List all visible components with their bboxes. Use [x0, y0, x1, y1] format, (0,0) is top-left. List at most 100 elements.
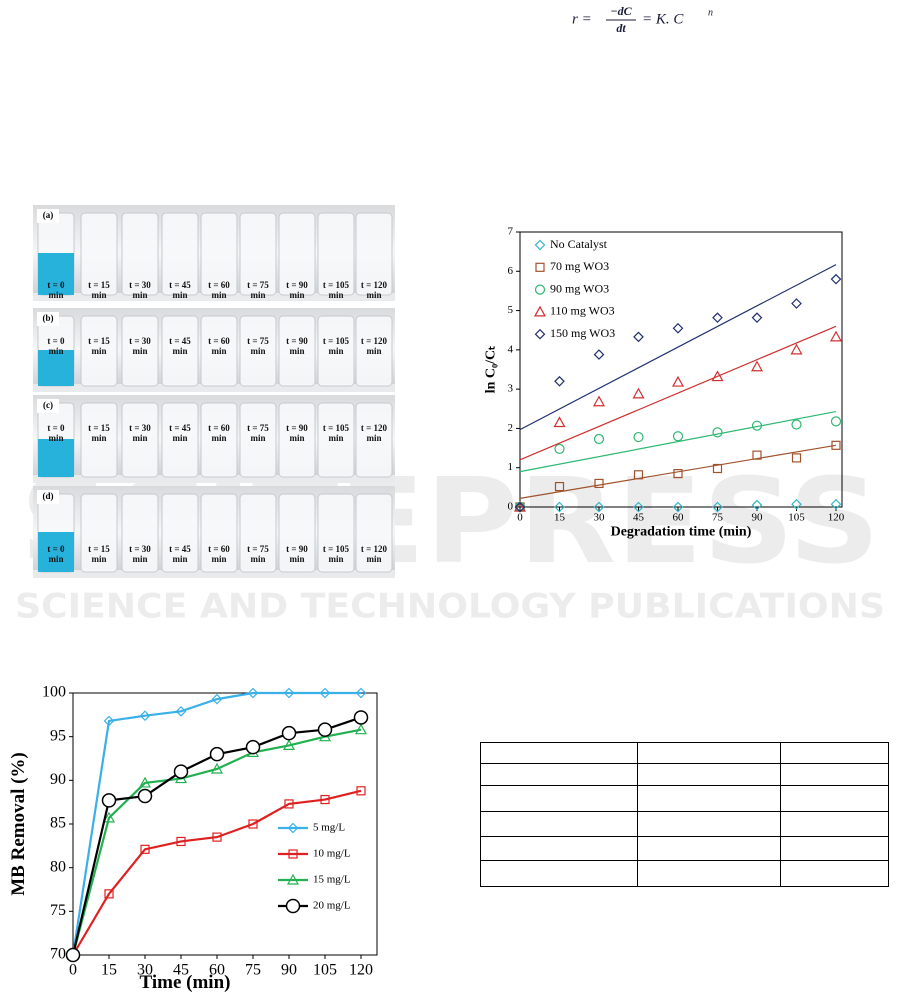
marker: [139, 710, 151, 722]
marker: [672, 322, 684, 334]
time-label: t = 15 min: [88, 280, 110, 300]
trend-line: [519, 264, 837, 431]
panel-tag: (c): [43, 400, 53, 410]
time-label: t = 0 min: [47, 280, 65, 300]
marker: [355, 687, 367, 699]
marker: [633, 331, 644, 343]
y-tick-label: 4: [508, 343, 514, 355]
time-label: t = 105 min: [322, 336, 350, 356]
vial: [161, 402, 199, 478]
marker: [594, 478, 604, 489]
marker: [791, 298, 802, 309]
legend-label: No Catalyst: [550, 237, 608, 251]
y-tick-label: 3: [508, 383, 514, 395]
marker: [633, 470, 644, 480]
x-tick-label: 30: [594, 512, 606, 524]
x-tick-label: 60: [209, 962, 225, 979]
x-tick-label: 90: [752, 512, 764, 524]
marker: [712, 427, 723, 438]
formula-rhs: = K. C: [642, 11, 684, 27]
time-label: t = 30 min: [129, 336, 151, 356]
marker: [140, 844, 150, 854]
legend-label: 15 mg/L: [313, 874, 351, 886]
marker: [212, 832, 222, 842]
empty-table: [480, 742, 889, 887]
x-tick-label: 15: [554, 512, 566, 524]
y-tick-label: 100: [42, 684, 66, 701]
plot-frame: [519, 231, 843, 508]
marker: [554, 501, 565, 513]
marker: [175, 705, 187, 717]
marker: [104, 889, 114, 899]
y-tick-label: 75: [50, 902, 66, 919]
marker: [752, 450, 762, 460]
marker: [593, 349, 605, 360]
marker: [354, 723, 368, 735]
vial: [121, 402, 159, 478]
time-label: t = 75 min: [247, 423, 269, 443]
vial: [317, 212, 355, 296]
x-axis-label: Time (min): [140, 972, 231, 993]
formula-denominator: dt: [616, 21, 626, 35]
vial: [200, 315, 238, 387]
shelf: [33, 570, 395, 578]
marker: [791, 498, 802, 510]
time-label: t = 105 min: [322, 544, 350, 564]
marker: [284, 799, 294, 809]
marker: [750, 360, 764, 372]
marker: [712, 501, 723, 513]
marker: [245, 739, 261, 755]
marker: [831, 440, 841, 450]
marker: [288, 849, 298, 859]
marker: [593, 501, 605, 513]
vial: [80, 493, 118, 573]
panel-tag: (b): [43, 313, 54, 323]
vial: [161, 212, 199, 296]
time-label: t = 75 min: [247, 544, 269, 564]
time-label: t = 120 min: [360, 336, 388, 356]
marker: [671, 375, 685, 387]
x-tick-label: 15: [101, 962, 117, 979]
vial: [317, 493, 355, 573]
vial: [161, 315, 199, 387]
vial: [239, 493, 277, 573]
panel-tag-box: [37, 399, 59, 413]
vial: [200, 212, 238, 296]
marker: [317, 722, 333, 737]
y-tick-label: 6: [508, 265, 514, 277]
time-label: t = 120 min: [360, 423, 388, 443]
marker: [829, 330, 843, 342]
marker: [173, 764, 189, 779]
x-tick-label: 105: [788, 512, 805, 524]
vial: [317, 402, 355, 478]
y-tick-label: 0: [508, 501, 514, 513]
time-label: t = 45 min: [169, 423, 191, 443]
chart: 70 75 80 85 90 95 100 0 15 30 45 60 75 90 105 120 Time (…: [8, 684, 378, 993]
vial: [200, 402, 238, 478]
time-label: t = 60 min: [208, 336, 230, 356]
marker: [353, 710, 369, 725]
vial: [278, 315, 316, 387]
marker: [751, 499, 763, 511]
legend-label: 5 mg/L: [313, 822, 345, 834]
x-tick-label: 45: [633, 512, 645, 524]
time-label: t = 105 min: [322, 280, 350, 300]
shelf: [33, 475, 395, 483]
time-label: t = 60 min: [208, 423, 230, 443]
time-label: t = 120 min: [360, 280, 388, 300]
blue-solution: [38, 439, 74, 477]
marker: [356, 786, 366, 796]
panel-tag-box: [37, 209, 59, 223]
x-tick-label: 75: [245, 962, 261, 979]
time-label: t = 75 min: [247, 336, 269, 356]
time-label: t = 75 min: [247, 280, 269, 300]
time-label: t = 105 min: [322, 423, 350, 443]
time-label: t = 90 min: [286, 280, 308, 300]
x-tick-label: 75: [712, 512, 724, 524]
trend-line: [519, 444, 837, 499]
marker: [319, 687, 331, 699]
vial: [355, 493, 393, 573]
marker: [65, 947, 81, 963]
x-tick-label: 45: [173, 962, 189, 979]
vial: [278, 402, 316, 478]
